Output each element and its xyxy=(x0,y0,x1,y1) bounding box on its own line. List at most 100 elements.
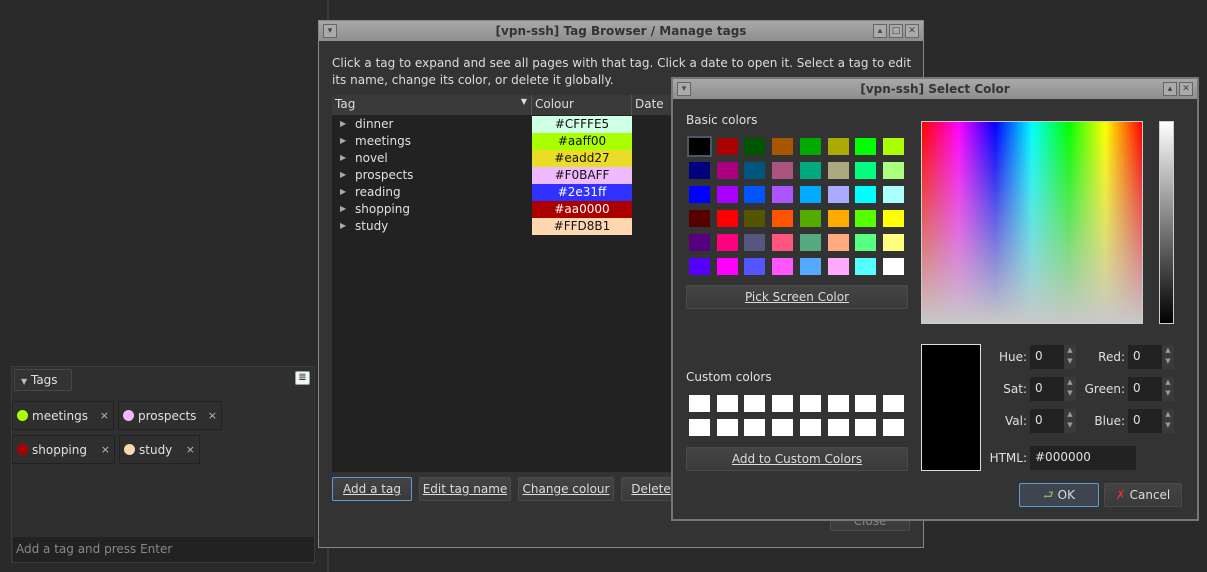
custom-color-swatch[interactable] xyxy=(827,419,849,436)
basic-color-swatch[interactable] xyxy=(827,162,849,179)
tag-tree[interactable]: Tag ▼ Colour Date ▶ dinner #CFFFE5 ▶ meetings… xyxy=(332,95,672,472)
basic-color-swatch[interactable] xyxy=(772,138,794,155)
basic-color-swatch[interactable] xyxy=(744,186,766,203)
pick-screen-color-button[interactable]: Pick Screen Color xyxy=(686,285,908,309)
basic-color-swatch[interactable] xyxy=(799,138,821,155)
expand-arrow-icon[interactable]: ▶ xyxy=(340,221,347,230)
basic-color-swatch[interactable] xyxy=(855,138,877,155)
red-spinbox[interactable]: 0 ▲ ▼ xyxy=(1128,345,1174,369)
basic-color-swatch[interactable] xyxy=(689,210,710,227)
remove-icon[interactable]: × xyxy=(207,409,217,422)
basic-color-swatch[interactable] xyxy=(799,234,821,251)
basic-color-swatch[interactable] xyxy=(882,162,904,179)
sat-spinbox[interactable]: 0 ▲ ▼ xyxy=(1030,377,1076,401)
custom-color-swatch[interactable] xyxy=(772,419,794,436)
basic-color-swatch[interactable] xyxy=(772,162,794,179)
basic-color-swatch[interactable] xyxy=(855,186,877,203)
basic-color-swatch[interactable] xyxy=(716,186,738,203)
basic-color-swatch[interactable] xyxy=(799,186,821,203)
basic-color-swatch[interactable] xyxy=(772,210,794,227)
custom-color-swatch[interactable] xyxy=(855,395,877,412)
value-slider[interactable] xyxy=(1159,121,1174,324)
column-header-tag[interactable]: Tag ▼ xyxy=(332,95,532,115)
basic-color-swatch[interactable] xyxy=(827,234,849,251)
custom-color-swatch[interactable] xyxy=(882,419,904,436)
basic-color-swatch[interactable] xyxy=(855,258,877,275)
window-menu-icon[interactable]: ▾ xyxy=(677,82,691,96)
basic-color-swatch[interactable] xyxy=(744,162,766,179)
basic-color-swatch[interactable] xyxy=(855,210,877,227)
remove-icon[interactable]: × xyxy=(185,443,195,456)
basic-color-swatch[interactable] xyxy=(799,162,821,179)
add-tag-input[interactable]: Add a tag and press Enter xyxy=(13,537,314,562)
basic-color-swatch[interactable] xyxy=(689,234,710,251)
basic-color-swatch[interactable] xyxy=(772,258,794,275)
remove-icon[interactable]: × xyxy=(100,443,110,456)
basic-color-swatch[interactable] xyxy=(882,186,904,203)
basic-color-swatch[interactable] xyxy=(716,258,738,275)
expand-arrow-icon[interactable]: ▶ xyxy=(340,136,347,145)
basic-color-swatch[interactable] xyxy=(772,234,794,251)
delete-button[interactable]: Delete xyxy=(621,477,681,501)
custom-color-swatch[interactable] xyxy=(855,419,877,436)
basic-color-swatch[interactable] xyxy=(799,258,821,275)
tag-row[interactable]: ▶ reading #2e31ff xyxy=(332,184,672,201)
add-to-custom-colors-button[interactable]: Add to Custom Colors xyxy=(686,447,908,471)
expand-arrow-icon[interactable]: ▶ xyxy=(340,204,347,213)
column-header-colour[interactable]: Colour xyxy=(532,95,632,115)
basic-color-swatch[interactable] xyxy=(827,138,849,155)
basic-color-swatch[interactable] xyxy=(744,138,766,155)
edit-tag-name-button[interactable]: Edit tag name xyxy=(419,477,511,501)
tag-row[interactable]: ▶ prospects #F0BAFF xyxy=(332,167,672,184)
basic-color-swatch[interactable] xyxy=(772,186,794,203)
basic-color-swatch[interactable] xyxy=(855,234,877,251)
basic-color-swatch[interactable] xyxy=(827,258,849,275)
custom-color-swatch[interactable] xyxy=(716,395,738,412)
basic-color-swatch[interactable] xyxy=(744,234,766,251)
custom-color-swatch[interactable] xyxy=(744,395,766,412)
menu-icon[interactable]: ≣ xyxy=(295,371,310,385)
basic-color-swatch[interactable] xyxy=(855,162,877,179)
basic-color-swatch[interactable] xyxy=(716,162,738,179)
custom-color-swatch[interactable] xyxy=(882,395,904,412)
custom-color-swatch[interactable] xyxy=(827,395,849,412)
basic-color-swatch[interactable] xyxy=(716,210,738,227)
tag-row[interactable]: ▶ study #FFD8B1 xyxy=(332,218,672,235)
tag-row[interactable]: ▶ meetings #aaff00 xyxy=(332,133,672,150)
basic-color-swatch[interactable] xyxy=(687,136,712,157)
ok-button[interactable]: ⮐ OK xyxy=(1019,483,1099,507)
column-header-date[interactable]: Date xyxy=(632,95,672,115)
custom-color-swatch[interactable] xyxy=(799,395,821,412)
shade-icon[interactable]: ▴ xyxy=(1163,82,1177,96)
tags-toggle-button[interactable]: ▼ Tags xyxy=(14,369,72,391)
shade-icon[interactable]: ▴ xyxy=(873,24,887,38)
expand-arrow-icon[interactable]: ▶ xyxy=(340,170,347,179)
color-spectrum[interactable] xyxy=(921,121,1143,324)
green-spinbox[interactable]: 0 ▲ ▼ xyxy=(1128,377,1174,401)
basic-color-swatch[interactable] xyxy=(882,234,904,251)
basic-color-swatch[interactable] xyxy=(689,258,710,275)
custom-color-swatch[interactable] xyxy=(799,419,821,436)
expand-arrow-icon[interactable]: ▶ xyxy=(340,153,347,162)
add-tag-button[interactable]: Add a tag xyxy=(332,477,412,501)
html-input[interactable]: #000000 xyxy=(1030,446,1136,470)
expand-arrow-icon[interactable]: ▶ xyxy=(340,187,347,196)
close-icon[interactable]: ✕ xyxy=(905,24,919,38)
basic-color-swatch[interactable] xyxy=(689,186,710,203)
basic-color-swatch[interactable] xyxy=(689,162,710,179)
basic-color-swatch[interactable] xyxy=(827,186,849,203)
basic-color-swatch[interactable] xyxy=(882,258,904,275)
hue-spinbox[interactable]: 0 ▲ ▼ xyxy=(1030,345,1076,369)
basic-color-swatch[interactable] xyxy=(744,210,766,227)
window-menu-icon[interactable]: ▾ xyxy=(323,24,337,38)
tag-row[interactable]: ▶ dinner #CFFFE5 xyxy=(332,116,672,133)
val-spinbox[interactable]: 0 ▲ ▼ xyxy=(1030,409,1076,433)
tag-row[interactable]: ▶ shopping #aa0000 xyxy=(332,201,672,218)
custom-color-swatch[interactable] xyxy=(744,419,766,436)
close-icon[interactable]: ✕ xyxy=(1179,82,1193,96)
basic-color-swatch[interactable] xyxy=(716,138,738,155)
basic-color-swatch[interactable] xyxy=(744,258,766,275)
basic-color-swatch[interactable] xyxy=(827,210,849,227)
maximize-icon[interactable]: □ xyxy=(889,24,903,38)
custom-color-swatch[interactable] xyxy=(689,419,710,436)
